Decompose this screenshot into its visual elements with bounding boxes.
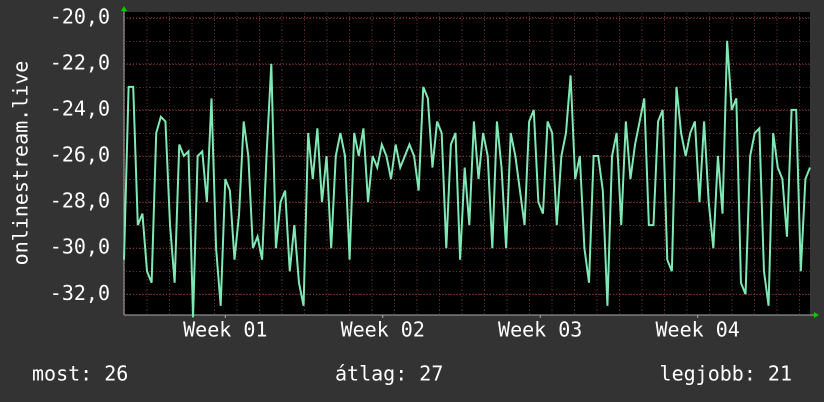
x-tick-label: Week 01 — [183, 318, 267, 342]
x-tick-label: Week 02 — [341, 318, 425, 342]
stat: átlag: 27 — [335, 362, 443, 386]
y-tick-label: -20,0 — [50, 4, 110, 28]
minor-grid — [124, 12, 810, 315]
x-tick-label: Week 04 — [656, 318, 740, 342]
y-tick-label: -30,0 — [50, 235, 110, 259]
line — [123, 40, 811, 318]
y-tick-label: -22,0 — [50, 50, 110, 74]
y-axis-label: onlinestream.live — [9, 61, 33, 266]
x-tick-label: Week 03 — [498, 318, 582, 342]
axis-arrow — [814, 312, 819, 318]
y-tick-label: -32,0 — [50, 281, 110, 305]
axis-arrow — [121, 6, 127, 11]
y-tick-label: -24,0 — [50, 96, 110, 120]
stat: legjobb: 21 — [660, 362, 792, 386]
stat: most: 26 — [32, 362, 128, 386]
y-tick-label: -26,0 — [50, 143, 110, 167]
y-tick-label: -28,0 — [50, 189, 110, 213]
